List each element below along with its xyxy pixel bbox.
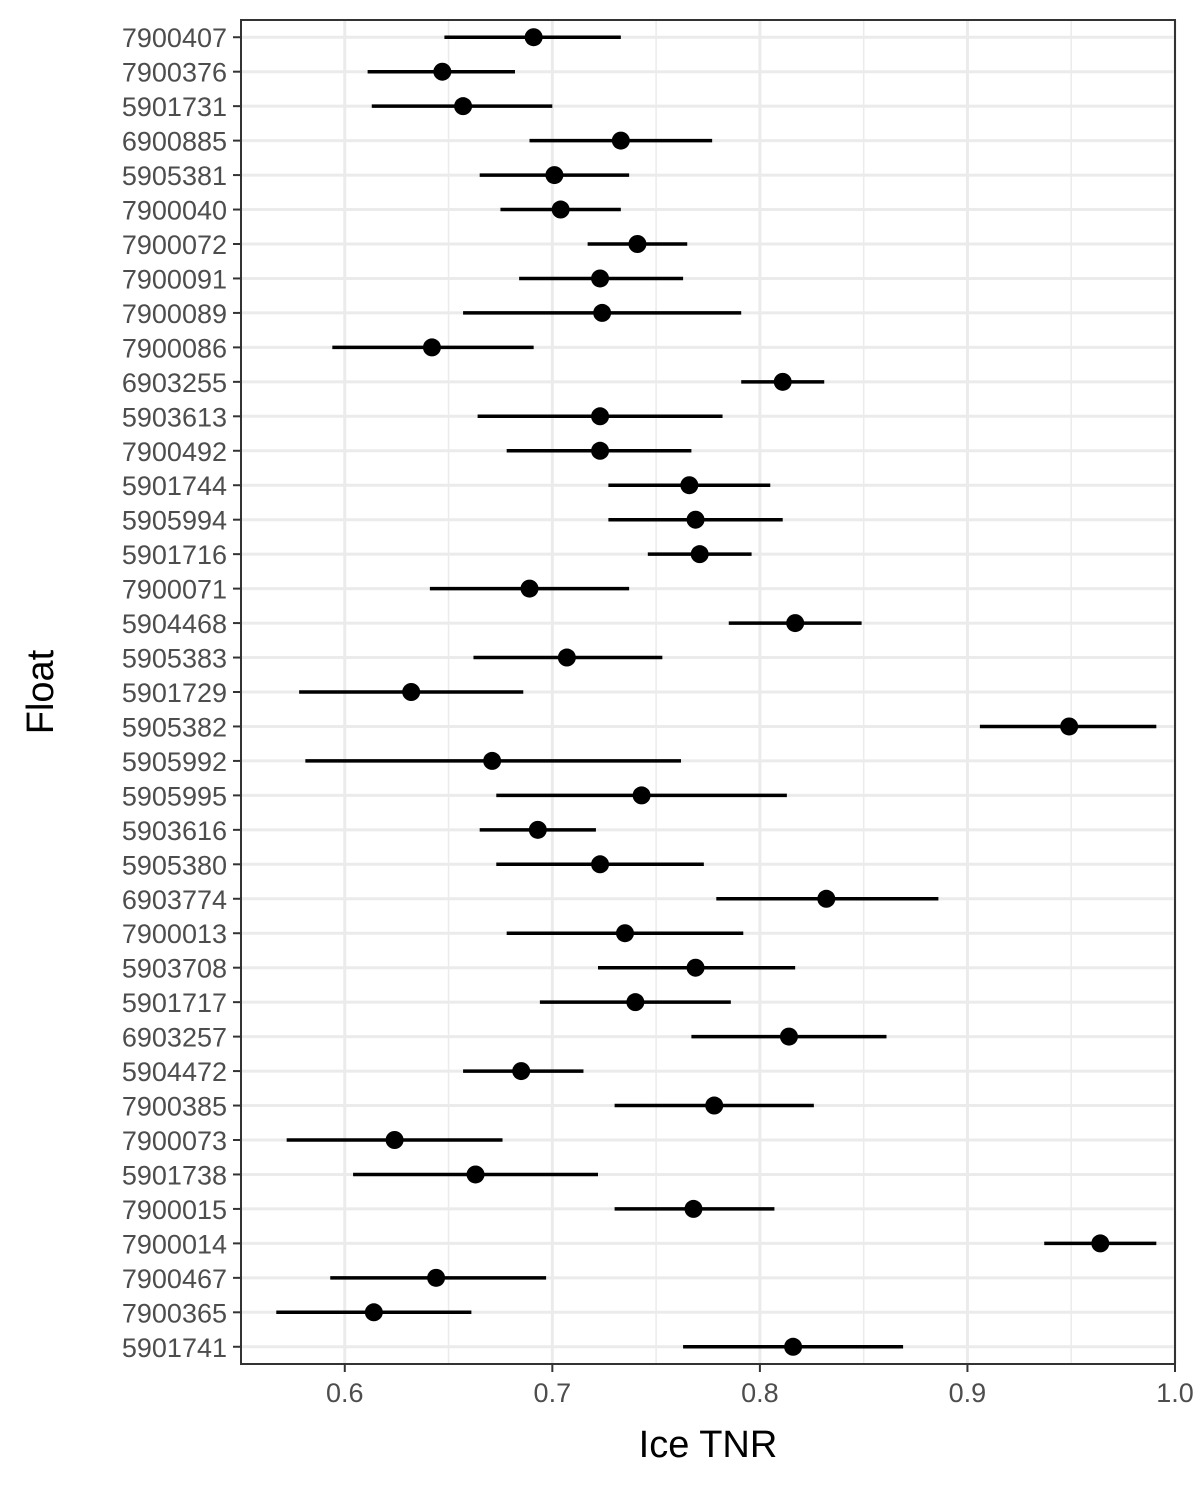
y-tick-label: 5901731 (122, 92, 227, 122)
y-tick-label: 5904472 (122, 1057, 227, 1087)
y-tick-label: 5905995 (122, 781, 227, 811)
y-tick-label: 7900376 (122, 58, 227, 88)
y-tick-label: 5905994 (122, 506, 227, 536)
data-point (680, 476, 699, 495)
x-tick-label: 1.0 (1156, 1378, 1194, 1408)
data-point (591, 407, 610, 426)
data-point (402, 683, 421, 701)
data-point (593, 303, 612, 322)
y-tick-label: 7900407 (122, 23, 227, 53)
y-tick-label: 5901738 (122, 1160, 227, 1190)
data-point (364, 1303, 383, 1322)
y-tick-label: 5905380 (122, 850, 227, 880)
data-point (773, 372, 792, 391)
x-tick-label: 0.7 (534, 1378, 572, 1408)
data-point (385, 1131, 404, 1149)
data-point (551, 200, 570, 219)
data-point (615, 924, 634, 943)
data-point (483, 751, 502, 770)
x-tick-label: 0.9 (949, 1378, 987, 1408)
y-tick-label: 7900385 (122, 1092, 227, 1122)
y-tick-label: 6900885 (122, 127, 227, 157)
y-tick-label: 5905383 (122, 644, 227, 674)
y-axis-title: Float (20, 649, 62, 734)
data-point (632, 786, 651, 805)
data-point (545, 166, 564, 185)
data-point (784, 1337, 803, 1356)
y-tick-label: 5905992 (122, 747, 227, 777)
data-point (557, 648, 576, 667)
y-tick-label: 5901729 (122, 678, 227, 708)
data-point (591, 855, 610, 874)
y-tick-label: 7900089 (122, 299, 227, 329)
y-tick-label: 7900014 (122, 1229, 227, 1259)
y-tick-label: 7900013 (122, 919, 227, 949)
y-tick-label: 5903613 (122, 402, 227, 432)
data-point (628, 235, 647, 253)
y-tick-label: 6903257 (122, 1023, 227, 1053)
data-point (591, 269, 610, 288)
x-tick-label: 0.8 (741, 1378, 779, 1408)
data-point (684, 1199, 703, 1218)
data-point (433, 62, 452, 81)
y-tick-label: 7900091 (122, 264, 227, 294)
y-tick-label: 5905381 (122, 161, 227, 191)
data-point (528, 820, 547, 839)
y-tick-label: 6903255 (122, 368, 227, 398)
y-tick-label: 7900467 (122, 1264, 227, 1294)
data-point (512, 1062, 531, 1081)
x-axis-title: Ice TNR (639, 1424, 778, 1466)
data-point (817, 889, 836, 908)
data-point (466, 1165, 485, 1184)
data-point (779, 1027, 798, 1046)
y-tick-label: 7900071 (122, 575, 227, 605)
y-tick-label: 7900015 (122, 1195, 227, 1225)
y-tick-label: 5904468 (122, 609, 227, 639)
y-tick-label: 7900073 (122, 1126, 227, 1156)
data-point (686, 510, 705, 529)
data-point (591, 441, 610, 460)
data-point (1060, 717, 1079, 736)
data-point (524, 28, 543, 47)
y-tick-label: 7900492 (122, 437, 227, 467)
data-point (427, 1268, 446, 1287)
data-point (690, 545, 709, 564)
data-point (1091, 1234, 1110, 1253)
y-tick-label: 5903708 (122, 954, 227, 984)
data-point (611, 131, 630, 150)
y-tick-label: 5901741 (122, 1333, 227, 1363)
data-point (626, 993, 645, 1012)
y-tick-label: 5905382 (122, 712, 227, 742)
data-point (786, 614, 805, 633)
data-point (454, 97, 473, 116)
y-tick-label: 7900040 (122, 196, 227, 226)
y-tick-label: 5901744 (122, 471, 227, 501)
x-tick-label: 0.6 (326, 1378, 364, 1408)
y-tick-label: 5901716 (122, 540, 227, 570)
y-tick-label: 6903774 (122, 885, 227, 915)
y-tick-label: 7900086 (122, 333, 227, 363)
marks-layer (276, 28, 1157, 1356)
data-point (422, 338, 441, 357)
y-tick-label: 7900365 (122, 1298, 227, 1328)
y-tick-label: 5901717 (122, 988, 227, 1018)
data-point (686, 958, 705, 977)
data-point (705, 1096, 724, 1115)
y-tick-label: 7900072 (122, 230, 227, 260)
axis-layer: 0.6 0.7 0.8 0.9 1.0 7900407 7900376 5901731 6900… (122, 23, 1194, 1408)
data-point (520, 579, 539, 598)
y-tick-label: 5903616 (122, 816, 227, 846)
